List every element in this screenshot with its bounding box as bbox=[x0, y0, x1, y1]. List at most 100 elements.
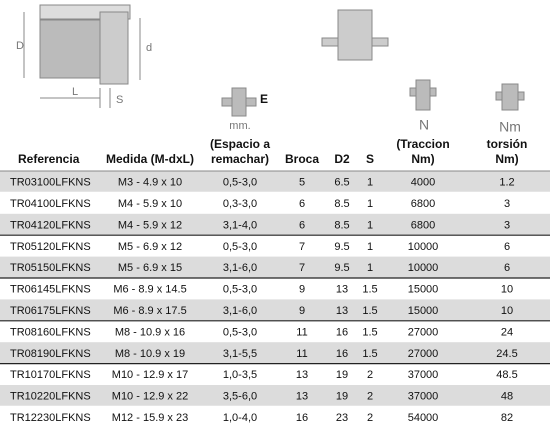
cell: 9 bbox=[299, 305, 305, 317]
column-header: Nm) bbox=[495, 152, 518, 166]
cell: 8.5 bbox=[334, 198, 349, 210]
icons bbox=[221, 79, 525, 117]
diagram-label: S bbox=[116, 94, 123, 106]
cell: 13 bbox=[336, 284, 348, 296]
cell: 10 bbox=[501, 305, 513, 317]
cell: M12 - 15.9 x 23 bbox=[112, 412, 188, 424]
cell: 23 bbox=[336, 412, 348, 424]
icon-label: E bbox=[260, 92, 268, 106]
cell: TR05120LFKNS bbox=[10, 241, 91, 253]
cell: TR08190LFKNS bbox=[10, 348, 91, 360]
cell: M8 - 10.9 x 16 bbox=[115, 326, 185, 338]
row-bg bbox=[0, 299, 550, 321]
rivet-diagram bbox=[23, 4, 141, 108]
cell: 1 bbox=[367, 262, 373, 274]
cell: 2 bbox=[367, 412, 373, 424]
cell: 10 bbox=[501, 284, 513, 296]
cell: 82 bbox=[501, 412, 513, 424]
row-bg bbox=[0, 171, 550, 193]
cell: 54000 bbox=[408, 412, 439, 424]
cell: TR10220LFKNS bbox=[10, 391, 91, 403]
cell: 48 bbox=[501, 391, 513, 403]
cell: 1.5 bbox=[362, 284, 377, 296]
cell: M10 - 12.9 x 22 bbox=[112, 391, 188, 403]
cell: 5 bbox=[299, 177, 305, 189]
cell: 0,5-3,0 bbox=[223, 326, 257, 338]
cell: 24.5 bbox=[496, 348, 517, 360]
cell: 9 bbox=[299, 284, 305, 296]
cell: TR08160LFKNS bbox=[10, 326, 91, 338]
column-header: D2 bbox=[334, 152, 350, 166]
cell: TR06145LFKNS bbox=[10, 284, 91, 296]
cell: 19 bbox=[336, 369, 348, 381]
cell: M3 - 4.9 x 10 bbox=[118, 177, 182, 189]
cell: 7 bbox=[299, 241, 305, 253]
cell: 9.5 bbox=[334, 262, 349, 274]
column-header: torsión bbox=[487, 137, 528, 151]
cell: 37000 bbox=[408, 391, 439, 403]
cell: 3 bbox=[504, 219, 510, 231]
cell: 1,0-4,0 bbox=[223, 412, 257, 424]
cell: 11 bbox=[296, 348, 307, 360]
cell: 48.5 bbox=[496, 369, 517, 381]
cell: 10000 bbox=[408, 241, 439, 253]
cell: 3,1-6,0 bbox=[223, 262, 257, 274]
cell: 0,5-3,0 bbox=[223, 241, 257, 253]
cell: 3,1-5,5 bbox=[223, 348, 257, 360]
cell: 16 bbox=[336, 348, 348, 360]
cell: TR04100LFKNS bbox=[10, 198, 91, 210]
cell: 2 bbox=[367, 391, 373, 403]
cell: 2 bbox=[367, 369, 373, 381]
cell: 13 bbox=[296, 391, 308, 403]
cell: 1.2 bbox=[499, 177, 514, 189]
cell: 1 bbox=[367, 219, 373, 231]
cell: 6 bbox=[504, 262, 510, 274]
cell: 27000 bbox=[408, 326, 439, 338]
cell: M4 - 5.9 x 10 bbox=[118, 198, 182, 210]
cell: TR06175LFKNS bbox=[10, 305, 91, 317]
cell: 6800 bbox=[411, 219, 435, 231]
cell: M5 - 6.9 x 12 bbox=[118, 241, 182, 253]
cell: 1 bbox=[367, 241, 373, 253]
column-header: Nm) bbox=[411, 152, 434, 166]
column-header: (Traccion bbox=[396, 137, 449, 151]
cell: M10 - 12.9 x 17 bbox=[112, 369, 188, 381]
column-header: Broca bbox=[285, 152, 319, 166]
icon-label: Nm bbox=[499, 119, 521, 135]
diagram-label: d bbox=[146, 42, 152, 54]
cell: TR04120LFKNS bbox=[10, 219, 91, 231]
cell: 11 bbox=[296, 326, 307, 338]
cell: 19 bbox=[336, 391, 348, 403]
cell: M6 - 8.9 x 17.5 bbox=[113, 305, 186, 317]
cell: 1 bbox=[367, 177, 373, 189]
icon-label: N bbox=[419, 117, 429, 133]
cell: 10000 bbox=[408, 262, 439, 274]
cell: 6 bbox=[504, 241, 510, 253]
cell: 3,5-6,0 bbox=[223, 391, 257, 403]
cell: 1,0-3,5 bbox=[223, 369, 257, 381]
cell: 16 bbox=[296, 412, 308, 424]
cell: 15000 bbox=[408, 305, 439, 317]
cell: M5 - 6.9 x 15 bbox=[118, 262, 182, 274]
cell: 6 bbox=[299, 219, 305, 231]
cell: 27000 bbox=[408, 348, 439, 360]
cell: 0,5-3,0 bbox=[223, 177, 257, 189]
row-bg bbox=[0, 213, 550, 236]
column-header: S bbox=[366, 152, 374, 166]
row-bg bbox=[0, 256, 550, 278]
column-header: remachar) bbox=[211, 152, 269, 166]
diagram-label: D bbox=[16, 40, 24, 52]
cell: 4000 bbox=[411, 177, 435, 189]
rivet-icon bbox=[321, 9, 389, 61]
cell: M4 - 5.9 x 12 bbox=[118, 219, 182, 231]
cell: 1.5 bbox=[362, 348, 377, 360]
icon-label: mm. bbox=[229, 120, 250, 132]
cell: 37000 bbox=[408, 369, 439, 381]
cell: 7 bbox=[299, 262, 305, 274]
cell: 8.5 bbox=[334, 219, 349, 231]
cell: TR12230LFKNS bbox=[10, 412, 91, 424]
row-bg bbox=[0, 385, 550, 407]
column-header: (Espacio a bbox=[210, 137, 270, 151]
cell: 3,1-4,0 bbox=[223, 219, 257, 231]
